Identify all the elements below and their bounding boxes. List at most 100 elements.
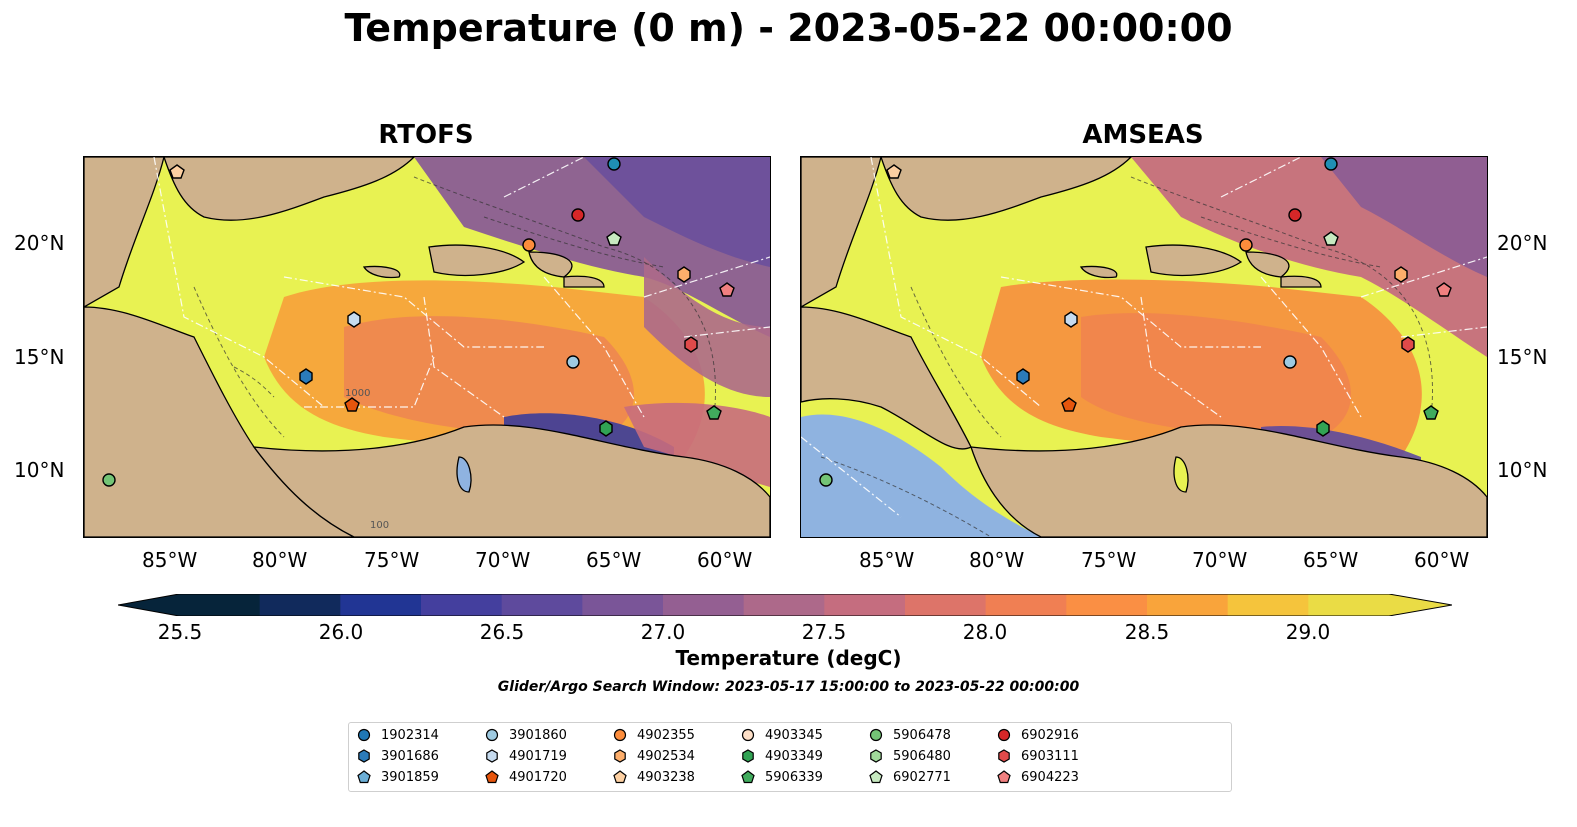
float-markers [819,157,1452,487]
legend-item-6903111: 6903111 [997,746,1079,766]
legend-item-4903238: 4903238 [613,767,695,787]
lon-label-65w-left: 65°W [586,548,642,572]
land-masses [84,157,770,537]
legend-label: 5906339 [765,769,823,785]
float-6902771 [606,231,622,246]
legend-item-5906478: 5906478 [869,725,951,745]
legend-marker-pentagon-icon [613,770,627,784]
float-4902534 [1394,266,1408,283]
lat-label-10n-left: 10°N [14,458,65,482]
float-6902916 [1288,208,1302,222]
legend-marker-circle-icon [485,728,499,742]
lon-label-85w-left: 85°W [142,548,198,572]
legend-item-4903349: 4903349 [741,746,823,766]
figure-title: Temperature (0 m) - 2023-05-22 00:00:00 [344,6,1233,50]
float-1902314 [1324,157,1338,171]
float-4903238 [886,164,902,179]
eez-boundaries [801,157,1487,518]
cb-tick-25-5: 25.5 [157,620,203,644]
cb-tick-27-5: 27.5 [801,620,847,644]
float-4901719 [1064,311,1078,328]
legend-marker-circle-icon [741,728,755,742]
legend-item-3901860: 3901860 [485,725,567,745]
legend-marker-pentagon-icon [485,770,499,784]
float-3901686 [299,368,313,385]
float-4903349 [599,420,613,437]
colorbar-segment [501,594,583,616]
legend-marker-pentagon-icon [741,770,755,784]
colorbar-segment [1227,594,1309,616]
cb-tick-28-5: 28.5 [1124,620,1170,644]
float-5906478 [102,473,116,487]
legend-label: 6902916 [1021,727,1079,743]
legend-label: 4901720 [509,769,567,785]
colorbar [118,594,1452,616]
map-panel-amseas [800,156,1488,538]
lon-label-65w-right: 65°W [1303,548,1359,572]
cb-tick-28-0: 28.0 [962,620,1008,644]
legend-item-4902534: 4902534 [613,746,695,766]
lon-label-60w-left: 60°W [697,548,753,572]
float-4901719 [347,311,361,328]
contour-lines [820,176,1433,537]
float-markers [102,157,735,487]
legend-label: 4901719 [509,748,567,764]
legend-label: 5906478 [893,727,951,743]
legend-marker-hexagon-icon [998,749,1010,763]
legend-marker-circle-icon [357,728,371,742]
legend-item-4901720: 4901720 [485,767,567,787]
cb-tick-27-0: 27.0 [640,620,686,644]
panel-title-amseas: AMSEAS [1082,120,1204,150]
float-4901720 [1061,397,1077,412]
legend-marker-circle-icon [613,728,627,742]
float-4902534 [677,266,691,283]
legend-item-3901686: 3901686 [357,746,439,766]
colorbar-segment [743,594,825,616]
float-6904223-a [1436,282,1452,297]
colorbar-segment [179,594,261,616]
search-window-text: Glider/Argo Search Window: 2023-05-17 15… [497,679,1080,695]
legend-item-5906339: 5906339 [741,767,823,787]
float-3901860 [1283,355,1297,369]
legend-marker-circle-icon [869,728,883,742]
legend-label: 5906480 [893,748,951,764]
lon-label-60w-right: 60°W [1414,548,1470,572]
lat-label-15n-right: 15°N [1497,345,1548,369]
legend-marker-pentagon-icon [357,770,371,784]
legend-label: 3901860 [509,727,567,743]
legend-item-5906480: 5906480 [869,746,951,766]
float-3901860 [566,355,580,369]
contour-label-100: 100 [370,520,390,531]
float-6904223-a [719,282,735,297]
legend-item-1902314: 1902314 [357,725,439,745]
float-6902916 [571,208,585,222]
float-5906339 [706,405,722,420]
cb-tick-29-0: 29.0 [1285,620,1331,644]
float-5906478 [819,473,833,487]
lat-label-10n-right: 10°N [1497,458,1548,482]
legend-item-3901859: 3901859 [357,767,439,787]
lon-label-70w-left: 70°W [475,548,531,572]
map-panel-rtofs [83,156,771,538]
legend-label: 4903345 [765,727,823,743]
colorbar-label: Temperature (degC) [675,646,902,670]
colorbar-segment [985,594,1067,616]
legend-label: 4902534 [637,748,695,764]
colorbar-segment [905,594,987,616]
float-1902314 [607,157,621,171]
lon-label-75w-right: 75°W [1081,548,1137,572]
colorbar-segment [340,594,422,616]
legend-marker-hexagon-icon [486,749,498,763]
cb-tick-26-0: 26.0 [318,620,364,644]
lat-label-20n-left: 20°N [14,231,65,255]
legend-item-4903345: 4903345 [741,725,823,745]
legend-label: 3901859 [381,769,439,785]
lat-label-15n-left: 15°N [14,345,65,369]
float-legend: 1902314 3901686 3901859 3901860 4901719 49017… [348,722,1232,792]
legend-item-6904223: 6904223 [997,767,1079,787]
float-4903349 [1316,420,1330,437]
eez-boundaries [153,157,770,418]
map-amseas [801,157,1487,537]
legend-label: 4902355 [637,727,695,743]
lon-label-80w-left: 80°W [252,548,308,572]
